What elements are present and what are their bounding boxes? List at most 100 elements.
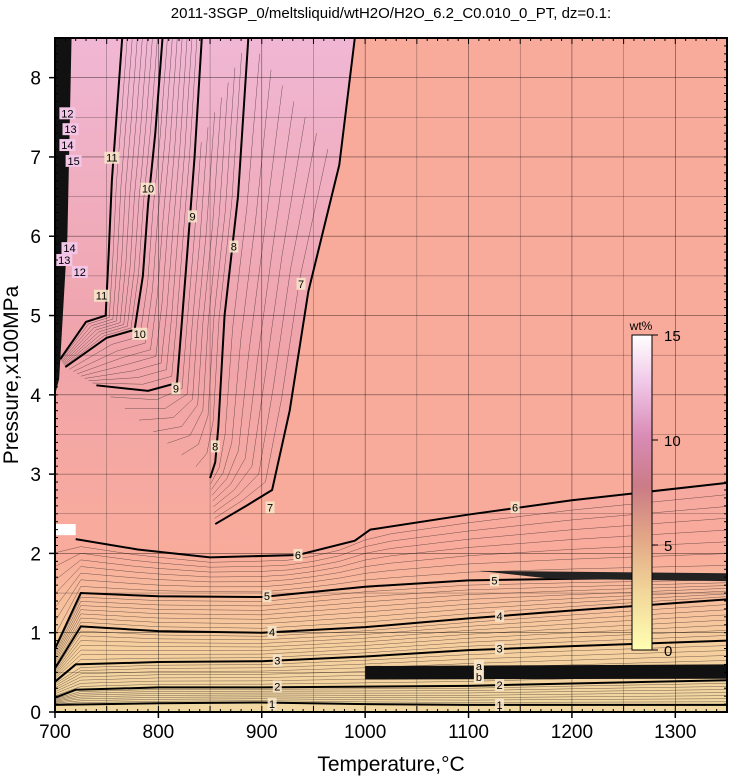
minor-contour-line [55, 619, 727, 676]
colorbar-tick-label: 0 [664, 643, 672, 660]
contour-label-bg [267, 625, 277, 638]
contour-line-7 [214, 38, 356, 525]
minor-contour-line [88, 38, 193, 381]
contour-label-bg [272, 654, 282, 667]
annotation-label-a: a [476, 661, 483, 673]
x-tick-label: 1200 [551, 722, 593, 743]
contour-label-bg [510, 501, 520, 514]
contour-label-bg [59, 139, 76, 152]
minor-contour-line [55, 692, 727, 702]
contour-label-bg [495, 642, 505, 655]
contour-label-13: 13 [58, 255, 70, 267]
y-axis-label: Pressure,x100MPa [0, 285, 23, 464]
minor-contour-line [76, 38, 178, 375]
y-tick-label: 8 [30, 69, 41, 90]
contour-label-bg [59, 107, 76, 120]
x-axis-label: Temperature,°C [317, 753, 464, 776]
water-plateau-region [215, 38, 727, 555]
minor-contour-line [55, 506, 727, 568]
minor-contour-line [69, 38, 168, 370]
colorbar: wt% 0 5 10 15 [629, 319, 681, 660]
minor-contour-line [55, 590, 727, 662]
minor-contour-line [55, 686, 727, 700]
contour-label-14: 14 [61, 140, 73, 152]
frame-minor-ticks [54, 37, 728, 713]
x-tick-label: 800 [143, 722, 175, 743]
contour-label-bg [104, 151, 120, 164]
minor-contour-line [55, 630, 727, 679]
contour-line-5 [55, 576, 727, 649]
y-tick-label: 6 [30, 227, 41, 248]
minor-contour-line [80, 38, 183, 377]
dense-band-low [365, 664, 727, 680]
minor-contour-line [55, 529, 727, 595]
contour-label-bg [272, 680, 282, 693]
contour-label-bg [56, 254, 73, 267]
contour-label-8: 8 [231, 242, 237, 254]
x-tick-label: 900 [246, 722, 278, 743]
contour-label-13: 13 [64, 124, 76, 136]
minor-contour-line [55, 565, 727, 636]
contour-label-bg [71, 265, 88, 278]
minor-contour-line [138, 112, 215, 421]
contour-line-4 [55, 598, 727, 669]
minor-contour-line [55, 700, 727, 705]
contour-label-2: 2 [496, 680, 502, 692]
colorbar-ramp [631, 334, 653, 651]
contour-label-bg [62, 123, 79, 136]
x-axis-ticks: 700 800 900 1000 1100 1200 1300 [39, 712, 696, 743]
minor-contour-line [55, 695, 727, 703]
contour-label-3: 3 [496, 644, 502, 656]
minor-contour-line [55, 494, 727, 563]
contour-label-11: 11 [106, 153, 117, 165]
contour-label-12: 12 [74, 267, 86, 279]
minor-contour-line [213, 133, 317, 513]
dense-band-mid [478, 570, 727, 582]
colorbar-title: wt% [629, 319, 653, 333]
colorbar-tick-label: 5 [664, 538, 672, 555]
contour-label-5: 5 [264, 591, 270, 603]
minor-contour-line [72, 38, 173, 372]
plot-frame [54, 37, 728, 713]
contour-label-bg [188, 210, 198, 223]
contour-label-15: 15 [67, 156, 79, 168]
minor-contour-line [195, 52, 242, 467]
contour-label-5: 5 [491, 575, 497, 587]
y-axis-ticks: 0 1 2 3 4 5 6 7 8 [30, 69, 55, 724]
minor-contour-line [214, 148, 329, 519]
contour-label-10: 10 [142, 184, 154, 196]
contour-label-bg [265, 501, 275, 514]
minor-contour-line [210, 53, 260, 484]
contour-label-bg [495, 610, 505, 623]
contour-label-1: 1 [269, 699, 275, 711]
y-tick-label: 7 [30, 148, 41, 169]
annotation-bg [473, 671, 484, 684]
contour-line-9 [96, 38, 203, 392]
y-tick-label: 2 [30, 544, 41, 565]
annotation-label-b: b [476, 672, 482, 684]
minor-contour-line [55, 588, 727, 659]
x-tick-label: 1300 [654, 722, 696, 743]
y-tick-label: 0 [30, 703, 41, 724]
contour-label-11: 11 [96, 291, 107, 303]
contour-line-8 [209, 38, 250, 479]
minor-contour-line [55, 585, 727, 657]
minor-contour-line [55, 624, 727, 677]
minor-contour-line [55, 593, 727, 664]
contour-label-7: 7 [267, 502, 273, 514]
contour-label-6: 6 [295, 550, 301, 562]
contour-label-bg [140, 182, 156, 195]
contour-label-bg [132, 327, 148, 340]
contour-label-8: 8 [212, 441, 218, 453]
minor-contour-line [55, 614, 727, 674]
contour-label-bg [262, 590, 272, 603]
contour-label-1: 1 [496, 700, 502, 712]
grid-lines [55, 38, 727, 712]
contour-line-3 [55, 639, 727, 683]
colorbar-ticks: 0 5 10 15 [652, 328, 681, 660]
x-tick-label: 700 [39, 722, 71, 743]
contour-label-3: 3 [274, 655, 280, 667]
contour-line-6 [75, 481, 727, 559]
y-tick-label: 5 [30, 307, 41, 328]
